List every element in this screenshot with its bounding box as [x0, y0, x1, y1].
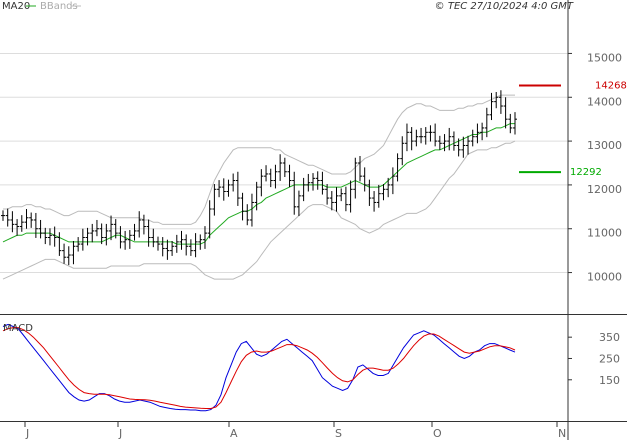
- price-levels: 14268 12292: [519, 81, 627, 178]
- macd-y-tick-label: 250: [599, 352, 620, 365]
- bollinger-bands: [2, 94, 516, 280]
- legend-ma20: MA20: [2, 1, 30, 12]
- macd-y-tick-label: 150: [599, 374, 620, 387]
- macd-panel: 350 250 150: [2, 323, 620, 412]
- x-tick-label: J: [25, 427, 29, 440]
- y-tick-label: 15000: [587, 51, 622, 64]
- bband-upper-line: [3, 94, 515, 225]
- price-bars: [1, 90, 517, 266]
- x-tick-label: O: [433, 427, 442, 440]
- ma20-line: [2, 123, 515, 245]
- y-tick-label: 11000: [587, 227, 622, 240]
- price-grid: [0, 52, 568, 274]
- x-tick-label: S: [335, 427, 342, 440]
- bband-lower-line: [2, 140, 516, 280]
- y-tick-label: 12000: [587, 183, 622, 196]
- ma20-polyline: [2, 123, 515, 245]
- legend-bbands: BBands: [40, 1, 78, 12]
- macd-signal-line: [2, 327, 516, 409]
- macd-line: [2, 323, 516, 412]
- x-tick-label: A: [230, 427, 238, 440]
- support-label: 12292: [570, 167, 602, 178]
- y-tick-label: 13000: [587, 139, 622, 152]
- x-tick-label: N: [558, 427, 566, 440]
- y-tick-label: 14000: [587, 95, 622, 108]
- resistance-label: 14268: [595, 81, 627, 92]
- y-tick-label: 10000: [587, 271, 622, 284]
- x-tick-label: J: [118, 427, 122, 440]
- copyright-text: © TEC 27/10/2024 4:0 GMT: [435, 1, 574, 12]
- macd-label: MACD: [3, 323, 33, 334]
- macd-y-tick-label: 350: [599, 331, 620, 344]
